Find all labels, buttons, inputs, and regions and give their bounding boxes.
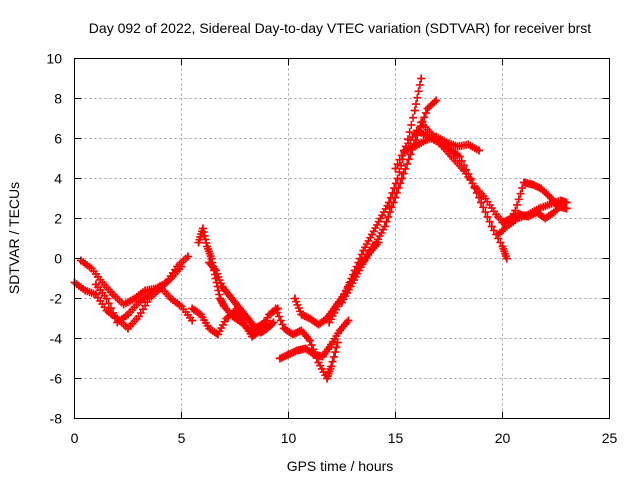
series-track: [498, 200, 567, 227]
series-satellite-track-10: [325, 74, 426, 327]
chart-title: Day 092 of 2022, Sidereal Day-to-day VTE…: [89, 20, 591, 36]
y-tick-label: -2: [50, 291, 63, 307]
axis-ticks: 0 5 10 15 20 25 -8 -6 -4 -2 0 2 4 6 8 10: [46, 51, 617, 447]
plot-frame: [74, 58, 610, 419]
x-axis-label: GPS time / hours: [287, 458, 394, 474]
series-satellite-track-3: [91, 280, 197, 327]
x-tick-label: 0: [71, 430, 79, 446]
y-tick-label: 10: [46, 51, 62, 67]
series-satellite-track-6: [205, 258, 278, 337]
y-tick-label: -8: [50, 411, 63, 427]
x-tick-label: 5: [178, 430, 186, 446]
series-satellite-track-16: [498, 200, 567, 227]
x-tick-label: 25: [602, 430, 618, 446]
y-tick-label: 8: [54, 91, 62, 107]
series-track: [91, 280, 197, 327]
y-tick-label: -4: [50, 331, 63, 347]
y-tick-label: 6: [54, 131, 62, 147]
data-series: [70, 74, 571, 383]
x-tick-label: 20: [495, 430, 511, 446]
y-axis-label: SDTVAR / TECUs: [6, 182, 22, 294]
series-track: [325, 74, 426, 327]
x-tick-label: 10: [281, 430, 297, 446]
series-track: [275, 316, 353, 363]
series-satellite-track-11: [338, 96, 441, 307]
series-track: [205, 258, 278, 337]
series-track: [338, 96, 441, 307]
grid-lines: [74, 58, 610, 419]
y-tick-label: 2: [54, 211, 62, 227]
y-tick-label: -6: [50, 371, 63, 387]
x-tick-label: 15: [388, 430, 404, 446]
y-tick-label: 0: [54, 251, 62, 267]
series-satellite-track-8: [275, 316, 353, 363]
series-satellite-track-13: [400, 132, 483, 155]
y-tick-label: 4: [54, 171, 62, 187]
